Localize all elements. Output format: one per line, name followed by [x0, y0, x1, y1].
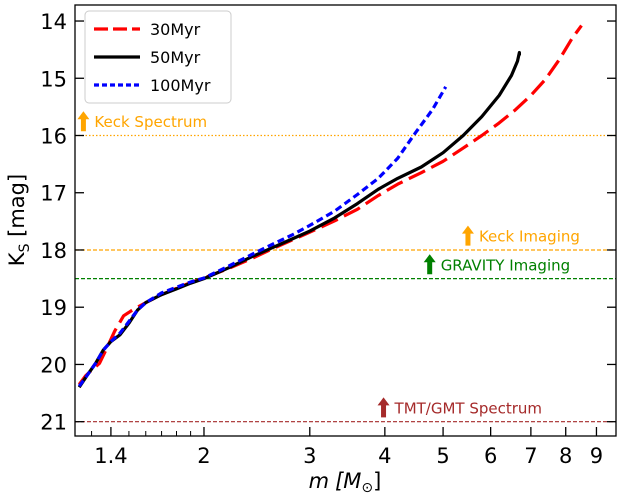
up-arrow-icon: [423, 254, 436, 275]
legend-box: [84, 10, 232, 104]
y-axis-label-unit: [mag]: [5, 174, 29, 244]
plot-frame: [74, 4, 617, 437]
y-tick-label: 15: [40, 67, 67, 91]
y-tick-label: 14: [40, 10, 67, 34]
legend: 30Myr 50Myr 100Myr: [84, 10, 232, 104]
x-tick-label: 1.4: [94, 444, 127, 468]
x-axis-label-variable: m: [309, 469, 329, 493]
annotation-2: GRAVITY Imaging: [423, 254, 570, 275]
annotation-label: GRAVITY Imaging: [441, 256, 570, 274]
annotations: Keck Spectrum Keck Imaging GRAVITY Imaging…: [77, 111, 580, 418]
x-tick-label: 8: [559, 444, 572, 468]
annotation-1: Keck Imaging: [461, 225, 580, 246]
annotation-0: Keck Spectrum: [77, 111, 207, 132]
y-tick-label: 19: [40, 296, 67, 320]
series-line-100Myr: [77, 86, 448, 388]
annotation-label: TMT/GMT Spectrum: [394, 399, 543, 417]
x-tick-label: 5: [436, 444, 449, 468]
x-tick-label: 4: [378, 444, 391, 468]
y-tick-label: 17: [40, 182, 67, 206]
legend-label-30Myr: 30Myr: [150, 20, 201, 39]
x-tick-label: 9: [590, 444, 603, 468]
series-lines: [77, 24, 583, 389]
y-tick-label: 18: [40, 239, 67, 263]
up-arrow-icon: [377, 397, 390, 418]
annotation-label: Keck Imaging: [479, 228, 580, 246]
up-arrow-icon: [461, 225, 474, 246]
annotation-label: Keck Spectrum: [94, 113, 207, 131]
y-axis-label: KS [mag]: [5, 174, 33, 266]
x-tick-label: 6: [484, 444, 497, 468]
x-tick-label: 3: [303, 444, 316, 468]
x-axis-label-unit: [M: [335, 469, 361, 493]
legend-label-100Myr: 100Myr: [150, 76, 211, 95]
y-tick-label: 21: [40, 411, 67, 435]
x-axis-label-subscript: ⊙: [361, 480, 373, 494]
x-tick-label: 2: [197, 444, 210, 468]
x-axis-label: m [M⊙]: [309, 469, 382, 494]
y-axis-label-subscript: S: [17, 243, 33, 252]
x-axis-label-close: ]: [373, 469, 381, 493]
y-axis-label-main: K: [5, 251, 29, 266]
y-tick-label: 16: [40, 125, 67, 149]
annotation-3: TMT/GMT Spectrum: [377, 397, 543, 418]
legend-label-50Myr: 50Myr: [150, 48, 201, 67]
y-axis: 14 15 16 17 18 19 20 21: [40, 10, 616, 435]
y-tick-label: 20: [40, 353, 67, 377]
x-tick-label: 7: [524, 444, 537, 468]
reference-lines: [75, 134, 616, 423]
x-axis: 1.4 2 3 4 5 6 7 8 9: [91, 427, 603, 468]
up-arrow-icon: [77, 111, 90, 132]
